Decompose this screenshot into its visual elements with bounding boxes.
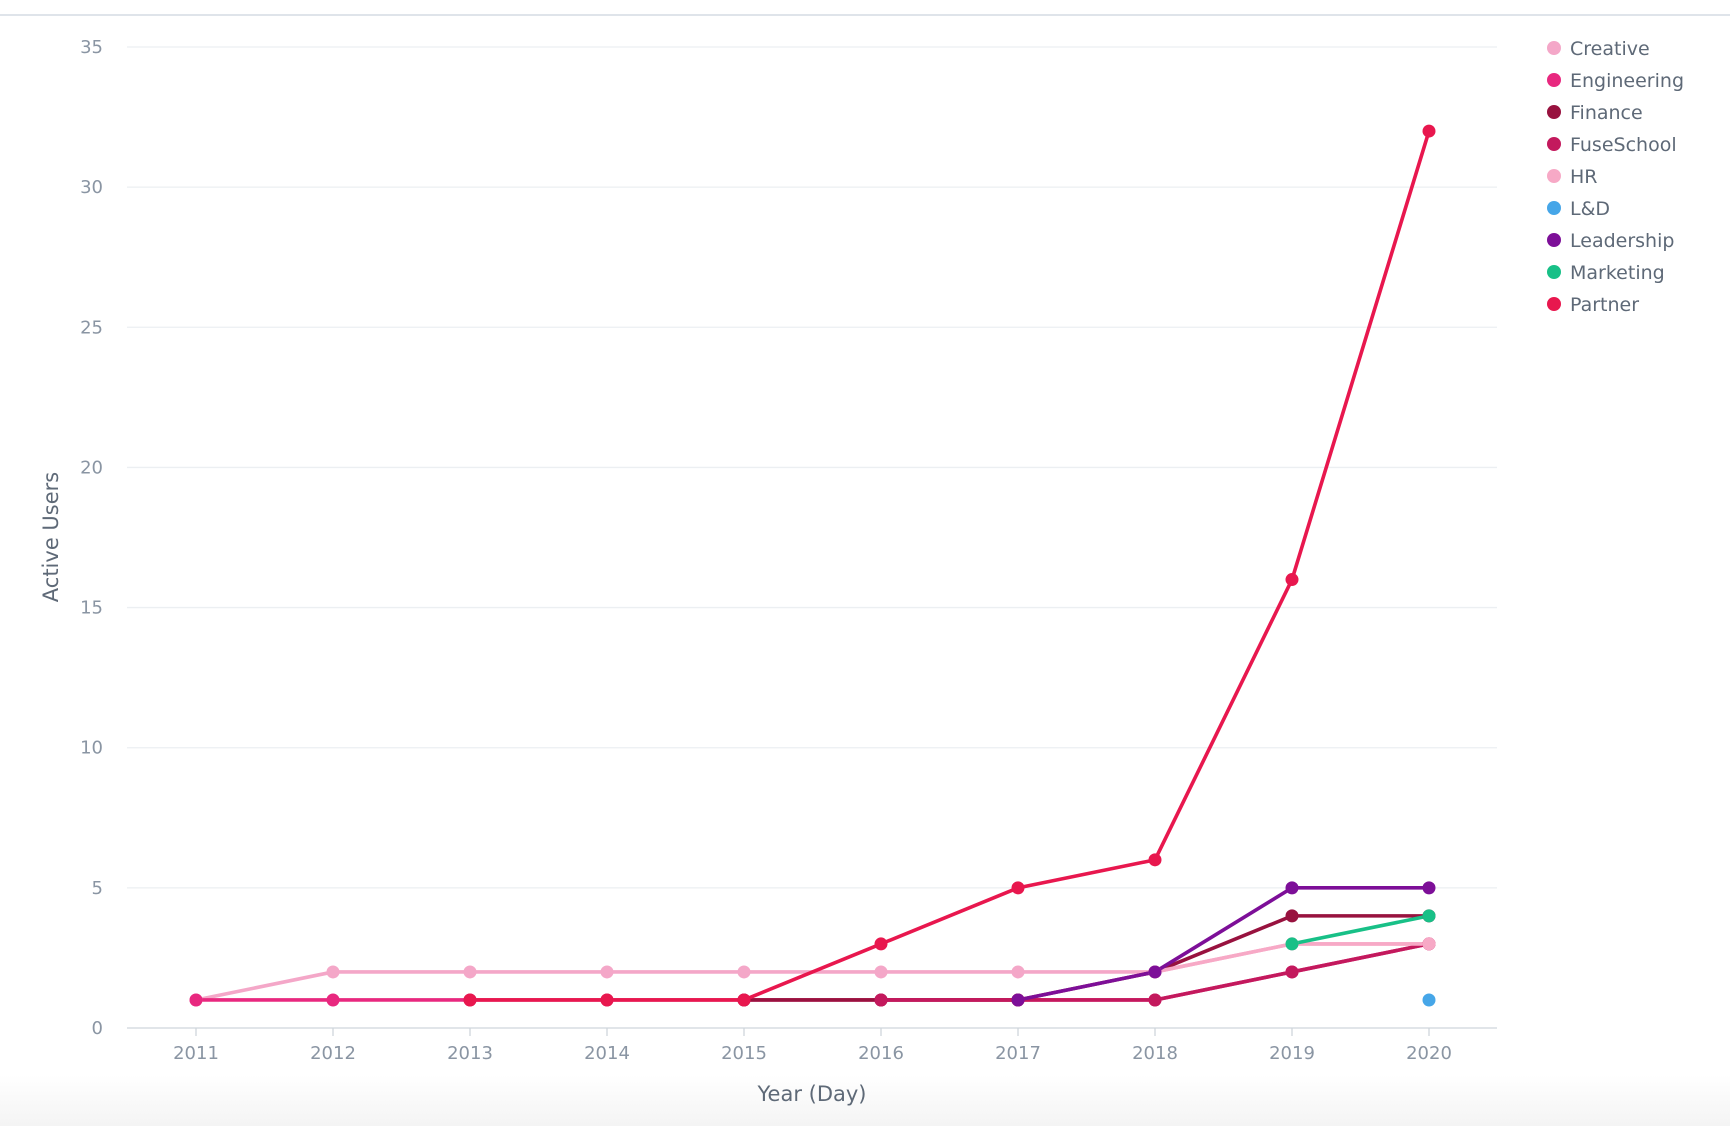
- data-point-creative[interactable]: [874, 965, 888, 979]
- data-point-leadership[interactable]: [1422, 881, 1436, 895]
- data-point-creative[interactable]: [326, 965, 340, 979]
- legend: Creative Engineering Finance FuseSchool HR L&…: [1547, 38, 1684, 316]
- top-divider: [0, 14, 1730, 16]
- legend-label: HR: [1570, 166, 1598, 188]
- data-point-finance[interactable]: [1285, 909, 1299, 923]
- legend-label: FuseSchool: [1570, 134, 1677, 156]
- legend-marker: [1547, 169, 1561, 183]
- data-point-partner[interactable]: [600, 993, 614, 1007]
- x-axis-title: Year (Day): [757, 1082, 867, 1106]
- data-point-creative[interactable]: [1011, 965, 1025, 979]
- x-tick-label: 2014: [584, 1043, 630, 1064]
- legend-label: L&D: [1570, 198, 1610, 220]
- data-point-partner[interactable]: [1285, 573, 1299, 587]
- data-point-engineering[interactable]: [326, 993, 340, 1007]
- legend-item-landd[interactable]: L&D: [1547, 198, 1610, 220]
- legend-label: Marketing: [1570, 262, 1665, 284]
- data-point-partner[interactable]: [874, 937, 888, 951]
- series-line-marketing: [1290, 914, 1431, 946]
- x-tick-label: 2018: [1132, 1043, 1178, 1064]
- data-point-hr[interactable]: [1422, 937, 1436, 951]
- legend-item-engineering[interactable]: Engineering: [1547, 70, 1684, 92]
- legend-marker: [1547, 201, 1561, 215]
- data-point-partner[interactable]: [463, 993, 477, 1007]
- data-point-creative[interactable]: [600, 965, 614, 979]
- legend-marker: [1547, 73, 1561, 87]
- legend-marker: [1547, 41, 1561, 55]
- legend-item-fuseschool[interactable]: FuseSchool: [1547, 134, 1677, 156]
- series-line-leadership: [1016, 886, 1431, 1002]
- legend-label: Leadership: [1570, 230, 1674, 252]
- legend-item-leadership[interactable]: Leadership: [1547, 230, 1674, 252]
- data-point-engineering[interactable]: [189, 993, 203, 1007]
- y-axis-title: Active Users: [39, 472, 63, 602]
- data-point-marketing[interactable]: [1285, 937, 1299, 951]
- series-points: [189, 124, 1436, 1007]
- series-line-partner: [468, 129, 1431, 1002]
- legend-label: Engineering: [1570, 70, 1684, 92]
- data-point-partner[interactable]: [1422, 124, 1436, 138]
- data-point-creative[interactable]: [737, 965, 751, 979]
- legend-label: Creative: [1570, 38, 1650, 60]
- data-point-fuseschool[interactable]: [1148, 993, 1162, 1007]
- legend-marker: [1547, 233, 1561, 247]
- legend-marker: [1547, 137, 1561, 151]
- x-tick-label: 2012: [310, 1043, 356, 1064]
- data-point-landd[interactable]: [1422, 993, 1436, 1007]
- y-tick-label: 15: [80, 598, 103, 619]
- y-tick-label: 10: [80, 738, 103, 759]
- data-point-leadership[interactable]: [1011, 993, 1025, 1007]
- data-point-creative[interactable]: [463, 965, 477, 979]
- data-point-leadership[interactable]: [1285, 881, 1299, 895]
- legend-label: Partner: [1570, 294, 1639, 316]
- y-tick-label: 20: [80, 457, 103, 478]
- legend-item-creative[interactable]: Creative: [1547, 38, 1650, 60]
- y-tick-label: 30: [80, 177, 103, 198]
- y-tick-label: 25: [80, 317, 103, 338]
- y-tick-label: 0: [92, 1018, 103, 1039]
- data-point-partner[interactable]: [737, 993, 751, 1007]
- x-tick-label: 2011: [173, 1043, 219, 1064]
- x-tick-label: 2020: [1406, 1043, 1452, 1064]
- data-point-partner[interactable]: [1148, 853, 1162, 867]
- x-tick-label: 2013: [447, 1043, 493, 1064]
- legend-marker: [1547, 265, 1561, 279]
- legend-label: Finance: [1570, 102, 1643, 124]
- legend-item-hr[interactable]: HR: [1547, 166, 1598, 188]
- data-point-fuseschool[interactable]: [874, 993, 888, 1007]
- series-lines: [194, 129, 1431, 1002]
- data-point-leadership[interactable]: [1148, 965, 1162, 979]
- legend-item-partner[interactable]: Partner: [1547, 294, 1639, 316]
- x-axis-ticks: 2011 2012 2013 2014 2015 2016 2017 2018 2019 2020: [173, 1028, 1452, 1064]
- x-tick-label: 2017: [995, 1043, 1041, 1064]
- legend-marker: [1547, 105, 1561, 119]
- legend-item-finance[interactable]: Finance: [1547, 102, 1643, 124]
- y-tick-label: 35: [80, 37, 103, 58]
- data-point-partner[interactable]: [1011, 881, 1025, 895]
- legend-item-marketing[interactable]: Marketing: [1547, 262, 1665, 284]
- x-tick-label: 2016: [858, 1043, 904, 1064]
- y-axis-ticks: 0 5 10 15 20 25 30 35: [80, 37, 103, 1039]
- legend-marker: [1547, 297, 1561, 311]
- y-tick-label: 5: [92, 878, 103, 899]
- x-tick-label: 2019: [1269, 1043, 1315, 1064]
- grid: [127, 46, 1497, 1029]
- x-tick-label: 2015: [721, 1043, 767, 1064]
- data-point-fuseschool[interactable]: [1285, 965, 1299, 979]
- data-point-marketing[interactable]: [1422, 909, 1436, 923]
